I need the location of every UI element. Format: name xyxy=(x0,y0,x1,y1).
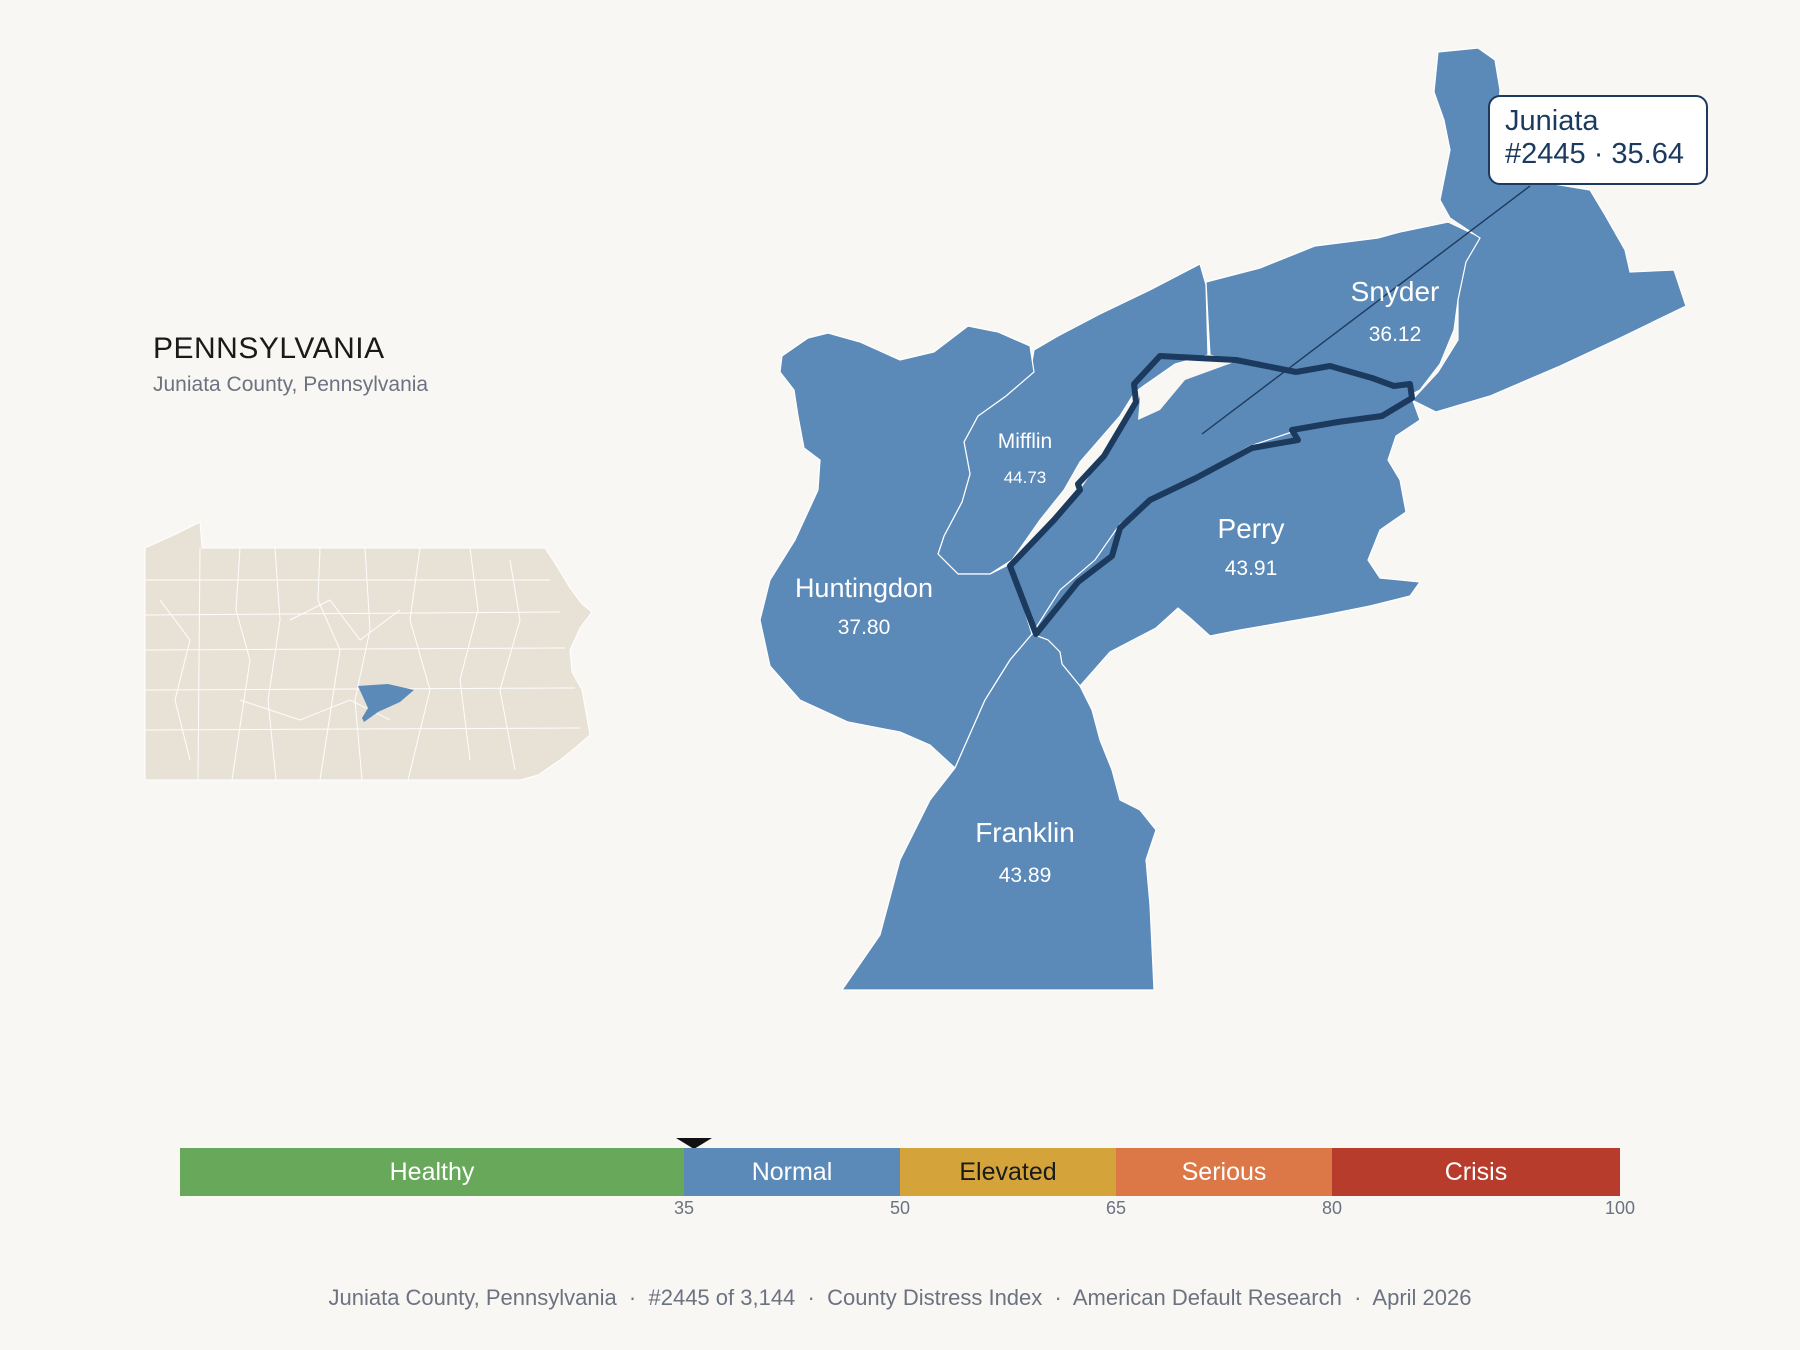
scale-tick: 50 xyxy=(889,1198,911,1218)
footer-index: County Distress Index xyxy=(827,1285,1043,1310)
scale-band-elevated: Elevated xyxy=(900,1148,1116,1196)
scale-tick: 65 xyxy=(1105,1198,1127,1218)
juniata-callout: Juniata #2445 · 35.64 xyxy=(1488,95,1708,185)
county-shape-juniata xyxy=(1010,360,1412,634)
county-label-perry: Perry xyxy=(1218,513,1285,544)
callout-leader-line xyxy=(1201,185,1531,435)
scale-tick: 80 xyxy=(1321,1198,1343,1218)
county-label-mifflin: Mifflin xyxy=(998,430,1052,453)
inset-state-shape xyxy=(144,521,593,781)
footer-county: Juniata County, Pennsylvania xyxy=(328,1285,617,1310)
scale-band-healthy: Healthy xyxy=(180,1148,684,1196)
footer-rank: #2445 of 3,144 xyxy=(648,1285,796,1310)
region-map: Snyder 36.12 Mifflin 44.73 Perry 43.91 H… xyxy=(759,47,1687,991)
scale-band-crisis: Crisis xyxy=(1332,1148,1620,1196)
footer-publisher: American Default Research xyxy=(1072,1285,1342,1310)
state-subtitle: Juniata County, Pennsylvania xyxy=(153,373,429,396)
callout-county-name: Juniata xyxy=(1505,105,1599,137)
county-label-snyder: Snyder xyxy=(1351,276,1440,307)
callout-rank-score: #2445 · 35.64 xyxy=(1505,138,1684,170)
inset-county-lines xyxy=(144,547,581,781)
footer: Juniata County, Pennsylvania · #2445 of … xyxy=(328,1285,1472,1310)
distress-scale: Healthy Normal Elevated Serious Crisis xyxy=(180,1148,1620,1196)
county-value-perry: 43.91 xyxy=(1225,557,1278,580)
county-shape-franklin xyxy=(840,633,1157,991)
scale-band-serious: Serious xyxy=(1116,1148,1332,1196)
county-label-huntingdon: Huntingdon xyxy=(795,573,933,603)
county-value-mifflin: 44.73 xyxy=(1004,468,1047,487)
state-title: PENNSYLVANIA xyxy=(153,332,385,365)
scale-tick: 100 xyxy=(1604,1198,1636,1218)
juniata-outline xyxy=(1007,353,1415,637)
county-value-snyder: 36.12 xyxy=(1369,323,1422,346)
footer-date: April 2026 xyxy=(1372,1285,1472,1310)
county-value-franklin: 43.89 xyxy=(999,864,1052,887)
county-label-franklin: Franklin xyxy=(975,817,1075,848)
county-value-huntingdon: 37.80 xyxy=(838,616,891,639)
scale-marker-icon xyxy=(676,1138,712,1149)
scale-band-normal: Normal xyxy=(684,1148,900,1196)
inset-juniata-highlight xyxy=(358,684,414,722)
pennsylvania-inset-map xyxy=(144,521,593,781)
scale-tick: 35 xyxy=(673,1198,695,1218)
